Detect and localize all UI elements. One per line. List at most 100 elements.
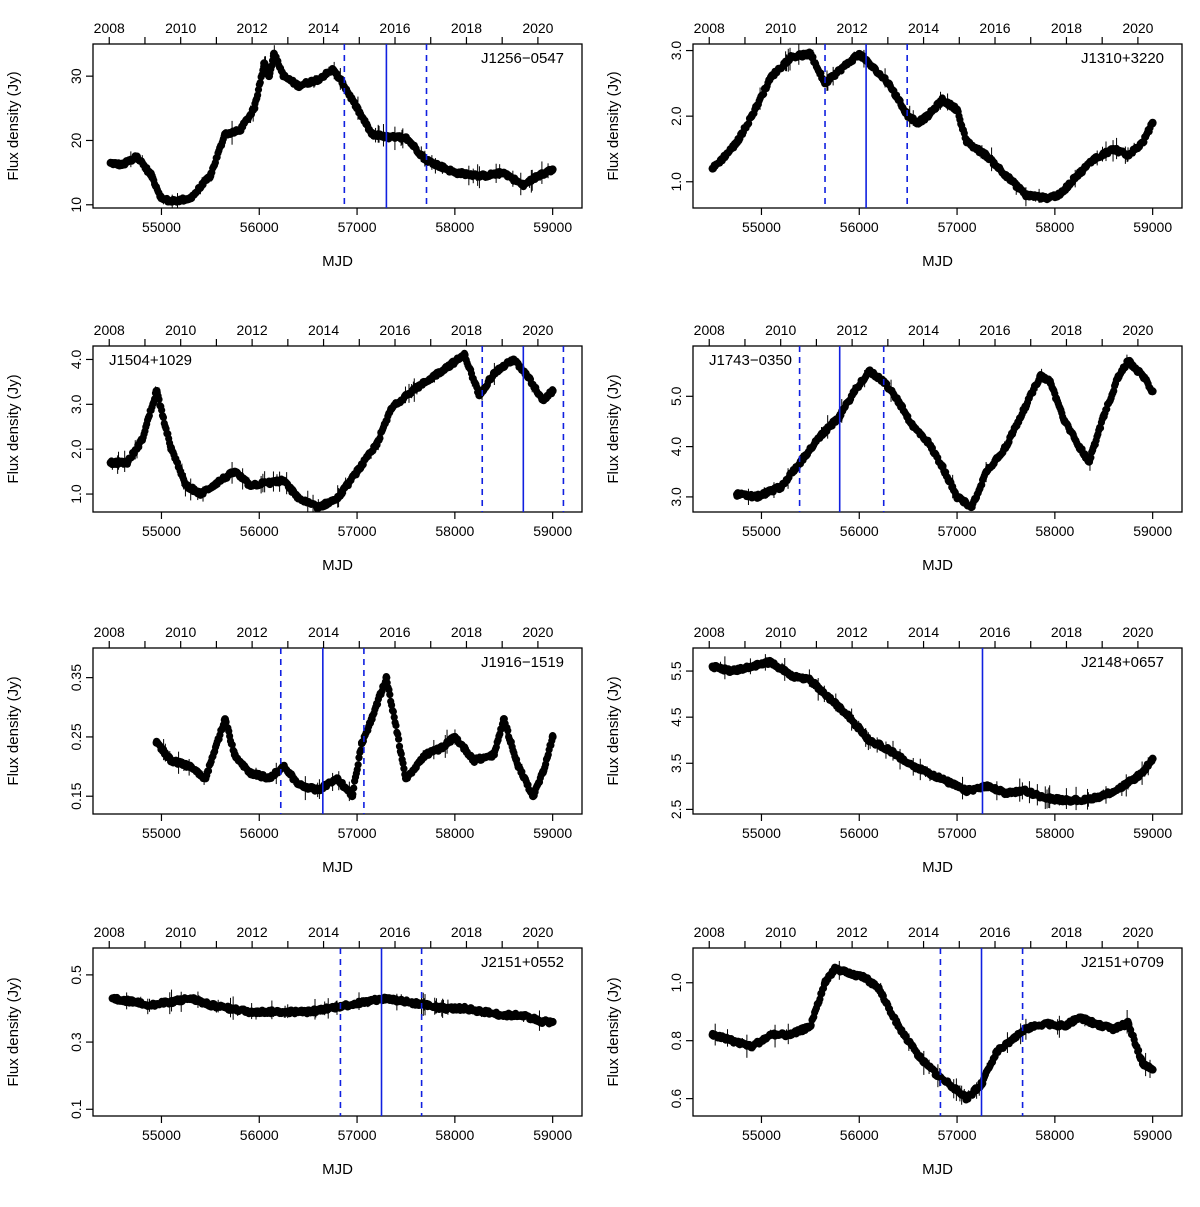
data-point (548, 386, 557, 394)
data-point (228, 741, 236, 749)
panel-7: 55000 56000 57000 58000 59000 MJD 2008 2010 2012… (605, 924, 1183, 1178)
y-tick-label: 0.35 (68, 664, 84, 691)
x-tick-label: 59000 (1133, 825, 1172, 841)
x-tick-label: 57000 (938, 523, 977, 539)
top-tick-label: 2016 (379, 322, 410, 338)
y-tick-label: 5.0 (668, 386, 684, 406)
x-tick-label: 59000 (533, 825, 572, 841)
y-tick-label: 5.5 (668, 661, 684, 681)
x-tick-label: 57000 (938, 219, 977, 235)
y-tick-label: 0.15 (68, 782, 84, 809)
x-tick-label: 57000 (938, 1127, 977, 1143)
data-point (1149, 1065, 1157, 1074)
y-tick-label: 30 (68, 68, 84, 84)
plot-frame (92, 43, 583, 209)
x-tick-label: 57000 (338, 1127, 377, 1143)
x-tick-label: 55000 (142, 219, 181, 235)
top-tick-label: 2018 (451, 20, 482, 36)
x-tick-label: 56000 (240, 825, 279, 841)
panel-1: 55000 56000 57000 58000 59000 MJD 2008 2010 2012… (605, 20, 1183, 270)
x-tick-label: 55000 (742, 523, 781, 539)
top-tick-label: 2008 (694, 624, 725, 640)
data-point (1087, 454, 1095, 462)
data-point (1149, 120, 1157, 128)
x-tick-label: 56000 (240, 523, 279, 539)
top-tick-label: 2010 (165, 624, 196, 640)
source-label: J2151+0709 (1081, 954, 1164, 971)
x-tick-label: 56000 (840, 219, 879, 235)
x-tick-label: 57000 (938, 825, 977, 841)
data-point (349, 790, 357, 798)
source-label: J1916−1519 (481, 654, 564, 671)
x-tick-label: 58000 (435, 219, 474, 235)
source-label: J1504+1029 (109, 352, 192, 369)
x-tick-label: 59000 (533, 219, 572, 235)
data-point (400, 765, 408, 773)
data-layer (152, 672, 557, 802)
x-tick-label: 59000 (533, 523, 572, 539)
data-point (1149, 755, 1157, 763)
plot-frame (692, 43, 1183, 209)
x-tick-label: 57000 (338, 219, 377, 235)
top-tick-label: 2016 (379, 624, 410, 640)
data-point (382, 672, 390, 681)
data-point (350, 784, 358, 792)
top-tick-label: 2018 (451, 624, 482, 640)
data-point (397, 750, 405, 758)
top-tick-label: 2018 (1051, 624, 1082, 640)
y-tick-label: 0.3 (68, 1032, 84, 1052)
data-point (549, 1018, 557, 1026)
x-tick-label: 59000 (1133, 219, 1172, 235)
y-tick-label: 1.0 (668, 172, 684, 192)
data-layer (708, 44, 1157, 207)
data-layer (108, 989, 557, 1031)
y-tick-label: 3.0 (668, 487, 684, 507)
top-tick-label: 2020 (522, 322, 553, 338)
top-tick-label: 2020 (1122, 924, 1153, 940)
top-tick-label: 2016 (379, 20, 410, 36)
x-tick-label: 58000 (1035, 523, 1074, 539)
top-tick-label: 2016 (979, 924, 1010, 940)
y-tick-label: 0.5 (68, 965, 84, 985)
data-point (395, 735, 403, 743)
top-tick-label: 2014 (908, 624, 939, 640)
top-tick-label: 2010 (765, 322, 796, 338)
x-tick-label: 58000 (435, 825, 474, 841)
plot-frame (92, 647, 583, 815)
y-tick-label: 0.8 (668, 1031, 684, 1051)
x-axis-title: MJD (322, 253, 353, 270)
top-tick-label: 2016 (979, 20, 1010, 36)
data-point (256, 79, 264, 87)
x-tick-label: 55000 (142, 825, 181, 841)
top-tick-label: 2014 (308, 924, 339, 940)
top-tick-label: 2012 (837, 924, 868, 940)
x-tick-label: 56000 (240, 219, 279, 235)
y-tick-label: 3.5 (668, 753, 684, 773)
source-label: J1743−0350 (709, 352, 792, 369)
source-label: J1256−0547 (481, 50, 564, 67)
data-point (355, 754, 363, 762)
data-point (354, 761, 362, 769)
x-tick-label: 56000 (840, 523, 879, 539)
panel-3: 55000 56000 57000 58000 59000 MJD 2008 2010 2012… (605, 322, 1183, 574)
data-point (1096, 424, 1105, 432)
y-axis-title: Flux density (Jy) (5, 374, 22, 483)
x-axis-title: MJD (922, 253, 953, 270)
data-point (1148, 387, 1157, 396)
x-tick-label: 55000 (742, 825, 781, 841)
x-tick-label: 57000 (338, 523, 377, 539)
data-point (399, 759, 407, 767)
top-tick-label: 2010 (765, 20, 796, 36)
top-tick-label: 2012 (237, 322, 268, 338)
top-tick-label: 2020 (522, 624, 553, 640)
y-tick-label: 4.0 (668, 437, 684, 457)
x-tick-label: 56000 (840, 1127, 879, 1143)
y-tick-label: 1.0 (68, 484, 84, 504)
top-tick-label: 2020 (1122, 624, 1153, 640)
top-tick-label: 2012 (237, 20, 268, 36)
top-tick-label: 2012 (237, 624, 268, 640)
top-tick-label: 2008 (94, 20, 125, 36)
plot-frame (692, 647, 1183, 815)
y-tick-label: 3.0 (668, 41, 684, 61)
x-axis-title: MJD (322, 1161, 353, 1178)
